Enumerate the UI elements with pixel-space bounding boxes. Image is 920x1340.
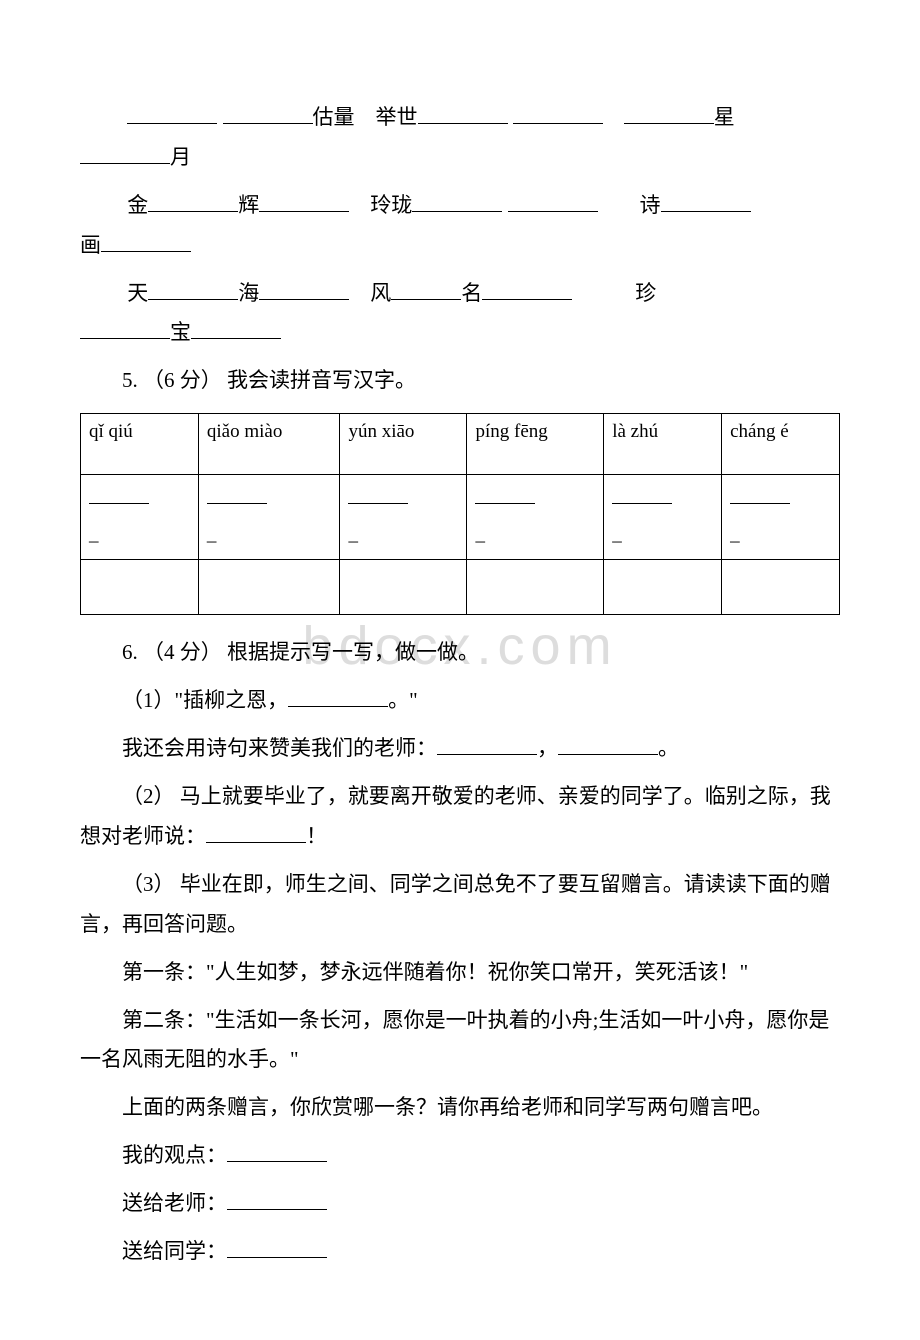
answer-cell: _ bbox=[604, 475, 722, 560]
q4-line1: 估量 举世 星 月 bbox=[80, 98, 840, 178]
q6-msg2: 第二条："生活如一条长河，愿你是一叶执着的小舟;生活如一叶小舟，愿你是一名风雨无… bbox=[80, 1001, 840, 1081]
empty-cell bbox=[722, 560, 840, 615]
pinyin-table: qǐ qiú qiǎo miào yún xiāo píng fēng là z… bbox=[80, 413, 840, 615]
text: ， bbox=[537, 736, 558, 760]
text: 。" bbox=[388, 688, 418, 712]
q6-ask: 上面的两条赠言，你欣赏哪一条？请你再给老师和同学写两句赠言吧。 bbox=[80, 1088, 840, 1128]
answer-cell: _ bbox=[81, 475, 199, 560]
q6-p1a: （1）"插柳之恩， 。" bbox=[80, 681, 840, 721]
answer-cell: _ bbox=[722, 475, 840, 560]
text: ！ bbox=[306, 824, 327, 848]
text: （2） 马上就要毕业了，就要离开敬爱的老师、亲爱的同学了。临别之际，我想对老师说… bbox=[80, 784, 831, 848]
q6-l2: 送给老师： bbox=[80, 1184, 840, 1224]
text: 星 bbox=[714, 105, 735, 129]
q6-l1: 我的观点： bbox=[80, 1136, 840, 1176]
text: 玲珑 bbox=[370, 193, 412, 217]
empty-cell bbox=[604, 560, 722, 615]
text: 送给同学： bbox=[122, 1239, 227, 1263]
text: 名 bbox=[461, 281, 482, 305]
answer-cell: _ bbox=[340, 475, 467, 560]
q6-l3: 送给同学： bbox=[80, 1232, 840, 1272]
q5-header: 5. （6 分） 我会读拼音写汉字。 bbox=[80, 361, 840, 401]
text: 送给老师： bbox=[122, 1191, 227, 1215]
answer-cell: _ bbox=[467, 475, 604, 560]
text: 海 bbox=[238, 281, 259, 305]
empty-cell bbox=[340, 560, 467, 615]
text: 我的观点： bbox=[122, 1143, 227, 1167]
text: 辉 bbox=[238, 193, 259, 217]
pinyin-cell: qiǎo miào bbox=[198, 414, 340, 475]
text: 宝 bbox=[170, 320, 191, 344]
q6-p3: （3） 毕业在即，师生之间、同学之间总免不了要互留赠言。请读读下面的赠言，再回答… bbox=[80, 865, 840, 945]
text: 金 bbox=[127, 193, 148, 217]
text: 诗 bbox=[640, 193, 661, 217]
pinyin-cell: píng fēng bbox=[467, 414, 604, 475]
pinyin-cell: yún xiāo bbox=[340, 414, 467, 475]
text: 画 bbox=[80, 233, 101, 257]
text: 估量 举世 bbox=[313, 105, 418, 129]
text: 天 bbox=[127, 281, 148, 305]
q6-p2: （2） 马上就要毕业了，就要离开敬爱的老师、亲爱的同学了。临别之际，我想对老师说… bbox=[80, 777, 840, 857]
q6-header: 6. （4 分） 根据提示写一写，做一做。 bbox=[80, 633, 840, 673]
q4-line3: 天 海 风 名 珍 宝 bbox=[80, 274, 840, 354]
pinyin-cell: cháng é bbox=[722, 414, 840, 475]
text: 月 bbox=[170, 145, 191, 169]
pinyin-cell: là zhú bbox=[604, 414, 722, 475]
answer-cell: _ bbox=[198, 475, 340, 560]
text: 我还会用诗句来赞美我们的老师： bbox=[122, 736, 437, 760]
empty-cell bbox=[198, 560, 340, 615]
text: 珍 bbox=[635, 281, 656, 305]
q6-p1c: 我还会用诗句来赞美我们的老师： ， 。 bbox=[80, 729, 840, 769]
table-row-pinyin: qǐ qiú qiǎo miào yún xiāo píng fēng là z… bbox=[81, 414, 840, 475]
text: 风 bbox=[370, 281, 391, 305]
table-row-empty bbox=[81, 560, 840, 615]
text: （1）"插柳之恩， bbox=[122, 688, 288, 712]
table-row-answer: _ _ _ _ _ _ bbox=[81, 475, 840, 560]
empty-cell bbox=[81, 560, 199, 615]
text: 。 bbox=[658, 736, 679, 760]
q6-msg1: 第一条："人生如梦，梦永远伴随着你！祝你笑口常开，笑死活该！" bbox=[80, 953, 840, 993]
q4-line2: 金 辉 玲珑 诗 画 bbox=[80, 186, 840, 266]
document-content: 估量 举世 星 月 金 辉 玲珑 诗 画 天 海 风 名 珍 宝 5. （6 分） 我… bbox=[80, 98, 840, 1272]
pinyin-cell: qǐ qiú bbox=[81, 414, 199, 475]
empty-cell bbox=[467, 560, 604, 615]
